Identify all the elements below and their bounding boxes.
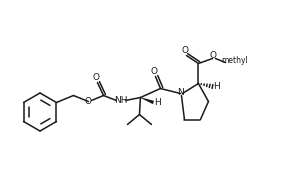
Text: O: O	[210, 51, 217, 60]
Text: methyl: methyl	[221, 56, 248, 65]
Text: O: O	[151, 67, 158, 76]
Text: O: O	[182, 46, 189, 55]
Text: N: N	[177, 88, 184, 97]
Polygon shape	[140, 97, 154, 104]
Text: H: H	[213, 82, 220, 91]
Text: H: H	[154, 98, 161, 107]
Text: O: O	[85, 97, 92, 106]
Text: O: O	[93, 73, 100, 82]
Text: NH: NH	[114, 96, 127, 105]
